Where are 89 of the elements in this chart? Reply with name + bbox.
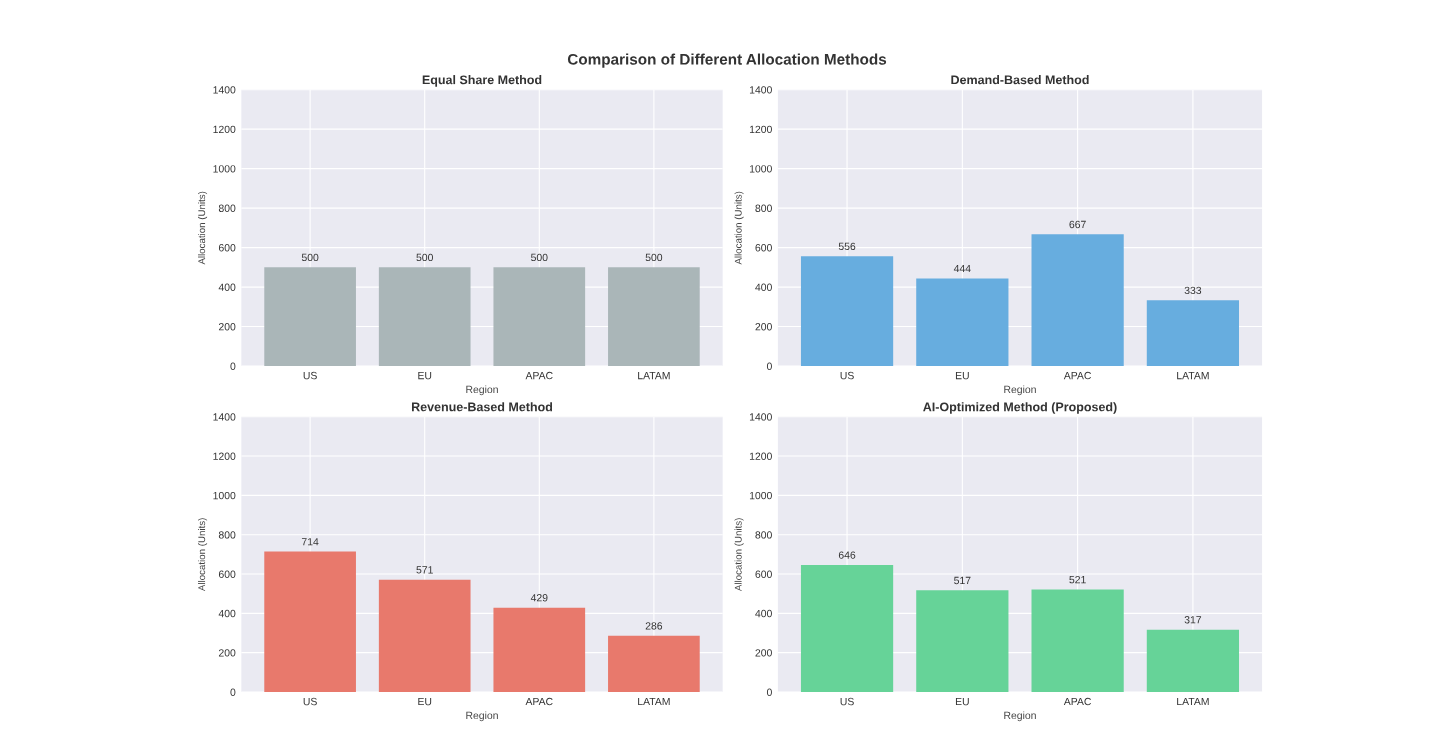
data-label: 556 — [838, 242, 856, 251]
x-tick-label: EU — [955, 697, 969, 706]
bar — [800, 256, 894, 367]
x-axis-title: Region — [466, 711, 498, 722]
y-tick-label: 0 — [766, 362, 772, 370]
data-label: 286 — [645, 622, 663, 630]
y-tick-label: 1000 — [749, 491, 772, 500]
bar — [378, 579, 471, 692]
x-tick-label: US — [303, 697, 317, 706]
data-label: 429 — [530, 594, 548, 602]
chart-title: Revenue-Based Method — [412, 402, 553, 412]
chart-title: Equal Share Method — [422, 75, 542, 87]
y-tick-label: 1000 — [749, 165, 772, 173]
bar — [1031, 589, 1124, 692]
y-axis-title: Allocation (Units) — [734, 518, 744, 592]
y-tick-label: 1200 — [749, 125, 772, 134]
data-label: 571 — [416, 566, 433, 574]
data-label: 317 — [1184, 616, 1202, 624]
x-axis-title: Region — [1004, 711, 1036, 722]
y-tick-label: 400 — [218, 283, 236, 291]
y-tick-label: 0 — [230, 688, 236, 696]
data-label: 667 — [1069, 220, 1086, 229]
bar — [608, 635, 700, 692]
y-tick-label: 1200 — [749, 452, 772, 460]
data-label: 714 — [301, 538, 319, 546]
y-tick-label: 1000 — [213, 491, 236, 500]
y-tick-label: 200 — [755, 323, 772, 331]
y-tick-label: 200 — [218, 649, 236, 657]
data-label: 500 — [645, 253, 663, 262]
x-axis-title: Region — [1004, 385, 1036, 396]
data-label: 444 — [953, 264, 971, 273]
data-label: 333 — [1184, 286, 1202, 295]
data-label: 521 — [1069, 575, 1086, 584]
x-tick-label: EU — [955, 371, 969, 380]
chart-title: Demand-Based Method — [951, 75, 1089, 85]
y-tick-label: 1200 — [213, 452, 236, 460]
x-tick-label: EU — [418, 371, 432, 380]
data-label: 500 — [301, 253, 319, 262]
bar — [1031, 234, 1124, 367]
y-tick-label: 1200 — [213, 125, 236, 134]
y-tick-label: 1000 — [213, 165, 236, 173]
x-tick-label: APAC — [525, 697, 553, 706]
bar — [916, 590, 1009, 692]
y-tick-label: 400 — [755, 283, 772, 291]
y-tick-label: 1400 — [213, 86, 236, 94]
x-tick-label: LATAM — [638, 371, 670, 380]
bar — [264, 551, 356, 692]
chart-title: AI-Optimized Method (Proposed) — [923, 402, 1117, 414]
y-tick-label: 800 — [755, 531, 772, 539]
x-tick-label: LATAM — [1177, 371, 1209, 380]
x-tick-label: APAC — [1063, 371, 1092, 380]
y-tick-label: 600 — [218, 570, 236, 578]
y-tick-label: 600 — [755, 244, 772, 252]
x-tick-label: APAC — [525, 371, 553, 380]
data-label: 500 — [416, 253, 433, 262]
data-label: 500 — [531, 253, 548, 262]
y-tick-label: 1400 — [213, 413, 236, 421]
x-axis-title: Region — [466, 385, 498, 396]
y-tick-label: 800 — [755, 204, 772, 212]
y-tick-label: 400 — [755, 609, 772, 618]
y-tick-label: 600 — [218, 244, 236, 252]
y-tick-label: 0 — [766, 688, 772, 696]
x-tick-label: EU — [418, 697, 432, 706]
x-tick-label: US — [840, 697, 854, 706]
y-tick-label: 400 — [218, 609, 236, 618]
y-axis-title: Allocation (Units) — [198, 518, 208, 592]
x-tick-label: LATAM — [1177, 697, 1209, 706]
x-tick-label: US — [840, 371, 854, 380]
bar — [1146, 629, 1240, 692]
bar — [916, 278, 1009, 367]
x-tick-label: LATAM — [638, 697, 670, 706]
bar — [493, 607, 586, 692]
y-tick-label: 600 — [755, 570, 772, 578]
text: Comparison of Different Allocation Methods — [567, 53, 887, 68]
x-tick-label: APAC — [1063, 697, 1092, 706]
y-tick-label: 200 — [755, 649, 772, 657]
y-axis-title: Allocation (Units) — [734, 191, 744, 265]
y-tick-label: 1400 — [749, 413, 772, 421]
y-tick-label: 0 — [230, 362, 236, 370]
bar — [800, 564, 894, 692]
y-tick-label: 200 — [218, 323, 236, 331]
y-tick-label: 800 — [218, 531, 236, 539]
data-label: 517 — [954, 576, 971, 585]
y-tick-label: 1400 — [749, 86, 772, 94]
y-axis-title: Allocation (Units) — [198, 191, 208, 265]
y-tick-label: 800 — [218, 204, 236, 212]
x-tick-label: US — [303, 371, 317, 380]
bar — [1146, 300, 1240, 367]
data-label: 646 — [838, 551, 856, 559]
